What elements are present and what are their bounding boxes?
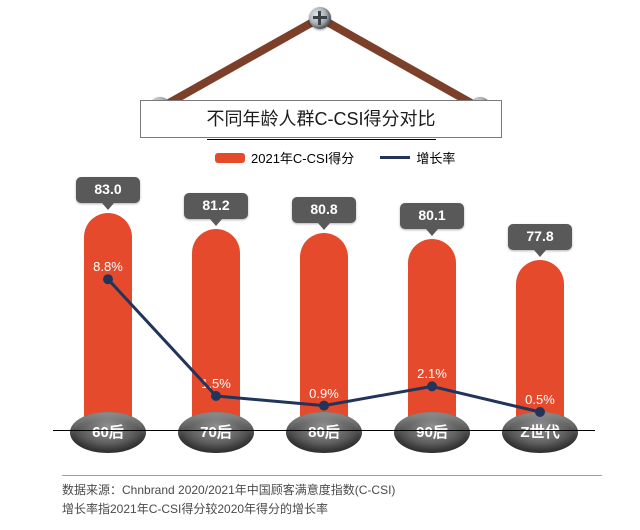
footer-source: 数据来源：Chnbrand 2020/2021年中国顾客满意度指数(C-CSI) bbox=[62, 481, 602, 500]
footer-definition: 增长率指2021年C-CSI得分较2020年得分的增长率 bbox=[62, 500, 602, 519]
chart-baseline bbox=[53, 430, 595, 431]
footer-notes: 数据来源：Chnbrand 2020/2021年中国顾客满意度指数(C-CSI)… bbox=[62, 475, 602, 518]
growth-line bbox=[0, 0, 640, 530]
chart-stage: 不同年龄人群C-CSI得分对比 2021年C-CSI得分 增长率 83.060后… bbox=[0, 0, 640, 530]
chart-area: 83.060后8.8%81.270后1.5%80.880后0.9%80.190后… bbox=[0, 0, 640, 530]
